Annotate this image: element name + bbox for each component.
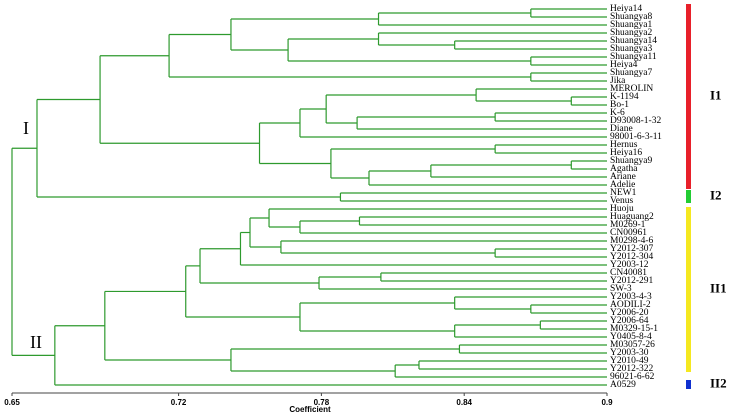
- leaf-label: M0269-1: [610, 220, 646, 230]
- leaf-label: Y2006-64: [610, 316, 649, 326]
- leaf-label: Y2012-291: [610, 276, 654, 286]
- group-label: II1: [710, 280, 727, 295]
- leaf-label: M0298-4-6: [610, 236, 654, 246]
- leaf-label: Shuangya9: [610, 156, 652, 166]
- group-label: II2: [710, 375, 727, 390]
- x-tick-label: 0.78: [314, 398, 330, 407]
- leaf-label: SW-3: [610, 284, 632, 294]
- leaf-label: Shuangya14: [610, 36, 657, 46]
- group-bar: [686, 190, 691, 203]
- leaf-label: Huaguang2: [610, 212, 654, 222]
- leaf-label: Huoju: [610, 204, 634, 214]
- leaf-label: Shuangya2: [610, 28, 652, 38]
- x-tick-label: 0.9: [601, 398, 613, 407]
- x-tick-label: 0.72: [171, 398, 187, 407]
- leaf-label: Shuangya11: [610, 52, 657, 62]
- leaf-label: A0529: [610, 380, 636, 390]
- leaf-label: 96021-6-62: [610, 372, 655, 382]
- x-tick-label: 0.65: [4, 398, 20, 407]
- leaf-label: Y2012-307: [610, 244, 654, 254]
- leaf-label: NEW1: [610, 188, 637, 198]
- cluster-label: II: [30, 332, 42, 352]
- x-axis-label: Coefficient: [289, 405, 331, 414]
- leaf-label: Shuangya3: [610, 44, 652, 54]
- group-label: I1: [710, 87, 722, 102]
- leaf-label: Diane: [610, 124, 633, 134]
- leaf-label: Y2012-304: [610, 252, 654, 262]
- leaf-label: Shuangya7: [610, 68, 652, 78]
- leaf-label: Bo-1: [610, 100, 629, 110]
- leaf-label: Y2003-30: [610, 348, 649, 358]
- leaf-label: Hernus: [610, 140, 638, 150]
- leaf-label: Y2012-322: [610, 364, 654, 374]
- leaf-label: Y2003-12: [610, 260, 649, 270]
- leaf-label: CN40081: [610, 268, 647, 278]
- leaf-label: D93008-1-32: [610, 116, 661, 126]
- leaf-label: Heiya16: [610, 148, 642, 158]
- leaf-label: K-6: [610, 108, 625, 118]
- leaf-label: CN00961: [610, 228, 647, 238]
- leaf-label: Jika: [610, 76, 626, 86]
- leaf-label: Venus: [610, 196, 634, 206]
- group-label: I2: [710, 187, 722, 202]
- group-bar: [686, 380, 691, 389]
- cluster-label: I: [23, 118, 29, 138]
- leaf-label: Y2006-20: [610, 308, 649, 318]
- leaf-label: MEROLIN: [610, 84, 653, 94]
- leaf-label: Heiya14: [610, 4, 642, 14]
- group-bar: [686, 207, 691, 372]
- leaf-label: Y0405-8-4: [610, 332, 652, 342]
- leaf-label: 98001-6-3-11: [610, 132, 662, 142]
- leaf-label: Y2010-49: [610, 356, 649, 366]
- leaf-label: Y2003-4-3: [610, 292, 652, 302]
- group-bar: [686, 4, 691, 189]
- leaf-label: Shuangya8: [610, 12, 652, 22]
- leaf-label: K-1194: [610, 92, 639, 102]
- leaf-label: M0329-15-1: [610, 324, 658, 334]
- leaf-label: Ariane: [610, 172, 636, 182]
- x-tick-label: 0.84: [456, 398, 472, 407]
- leaf-label: AODILI-2: [610, 300, 651, 310]
- leaf-label: Adelie: [610, 180, 635, 190]
- leaf-label: Agatha: [610, 164, 638, 174]
- leaf-label: Heiya4: [610, 60, 638, 70]
- leaf-label: M03057-26: [610, 340, 655, 350]
- leaf-label: Shuangya1: [610, 20, 652, 30]
